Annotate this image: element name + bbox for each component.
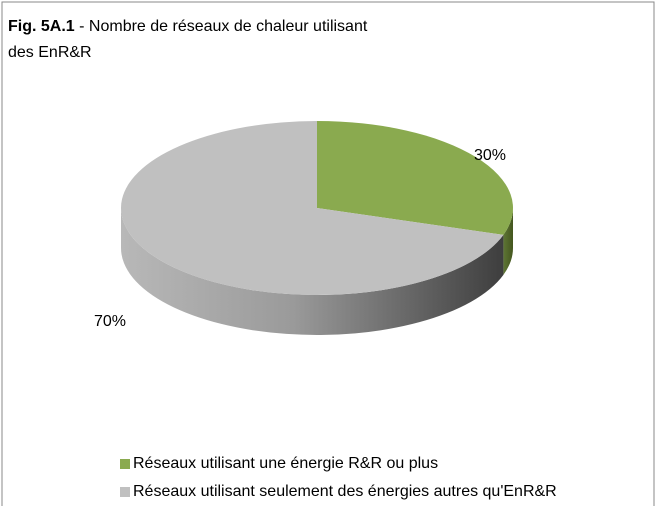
chart-title: Fig. 5A.1 - Nombre de réseaux de chaleur… xyxy=(8,18,368,61)
legend-label: Réseaux utilisant une énergie R&R ou plu… xyxy=(133,455,438,472)
pie-side xyxy=(503,208,513,275)
legend-swatch xyxy=(120,459,130,469)
title-label: Fig. 5A.1 xyxy=(8,18,75,35)
legend-label: Réseaux utilisant seulement des énergies… xyxy=(133,483,557,500)
title-line: des EnR&R xyxy=(8,44,92,61)
pie-slice xyxy=(317,121,513,235)
title-line: - Nombre de réseaux de chaleur utilisant xyxy=(79,18,368,35)
pie-slice xyxy=(121,121,504,295)
legend-swatch xyxy=(120,487,130,497)
data-label: 30% xyxy=(474,147,506,164)
data-label: 70% xyxy=(94,313,126,330)
pie-side xyxy=(121,208,504,335)
